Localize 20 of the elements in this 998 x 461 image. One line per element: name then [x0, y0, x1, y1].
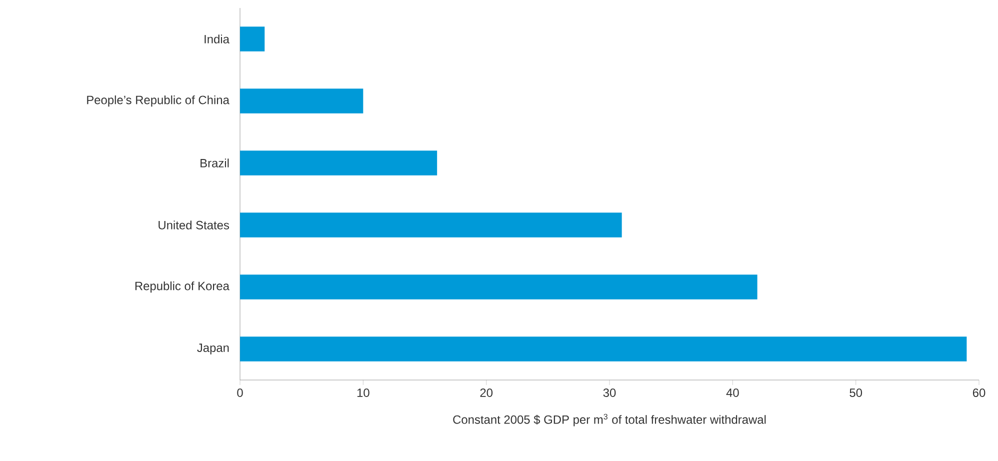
x-axis-title: Constant 2005 $ GDP per m$^{3}$ of total freshwater withdrawal: [453, 414, 766, 426]
bar: [240, 88, 364, 114]
bar: [240, 274, 758, 300]
bar: [240, 150, 438, 176]
x-tick-label: 60: [972, 388, 986, 397]
x-tick-label: 10: [357, 388, 370, 397]
bar: [240, 212, 622, 238]
y-tick-label: Republic of Korea: [135, 281, 230, 293]
y-tick-label: People’s Republic of China: [87, 95, 230, 107]
y-tick-label: United States: [158, 220, 230, 230]
y-tick-label: India: [204, 34, 230, 44]
x-tick-label: 30: [603, 388, 616, 397]
x-tick-label: 40: [726, 388, 739, 397]
y-tick-label: Japan: [197, 344, 229, 354]
x-tick-label: 50: [850, 388, 862, 397]
y-tick-label: Brazil: [200, 158, 229, 168]
bar: [240, 336, 967, 362]
bar: [240, 26, 265, 52]
x-tick-label: 0: [237, 388, 243, 397]
x-tick-label: 20: [480, 388, 493, 397]
